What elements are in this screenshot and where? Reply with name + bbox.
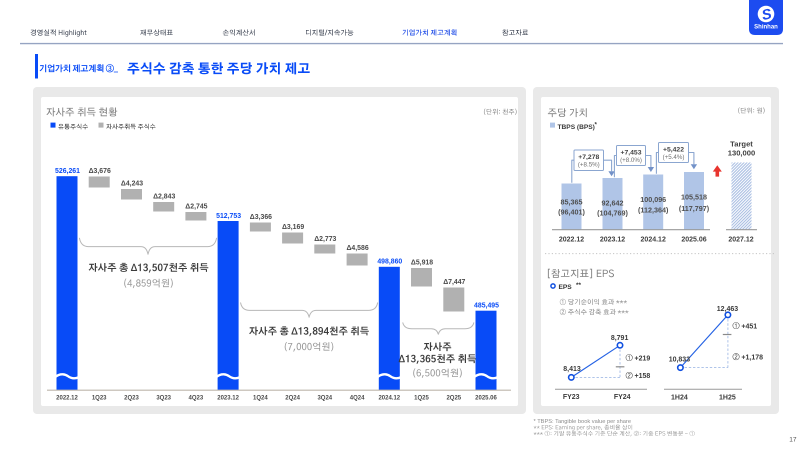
svg-text:12,463: 12,463 [717,306,739,313]
svg-text:130,000: 130,000 [728,149,755,158]
svg-text:(96,401): (96,401) [558,208,585,217]
svg-text:TBPS (BPS): TBPS (BPS) [558,124,595,131]
svg-text:2023.12: 2023.12 [600,237,625,244]
svg-text:+219: +219 [635,355,651,362]
svg-text:2025.06: 2025.06 [681,237,706,244]
svg-text:2024.12: 2024.12 [378,395,400,401]
svg-text:105,518: 105,518 [681,192,707,201]
svg-text:Δ3,676: Δ3,676 [89,168,111,175]
svg-text:526,261: 526,261 [55,168,80,175]
svg-text:(+5.4%): (+5.4%) [663,154,685,161]
svg-text:512,753: 512,753 [216,213,241,220]
svg-text:1H24: 1H24 [671,394,688,401]
svg-text:4Q24: 4Q24 [350,395,365,401]
svg-text:Δ2,773: Δ2,773 [314,236,336,243]
svg-text:FY23: FY23 [563,394,580,401]
svg-text:2022.12: 2022.12 [559,237,584,244]
svg-text:85,365: 85,365 [561,197,583,206]
svg-text:10,833: 10,833 [669,356,691,363]
svg-text:+5,422: +5,422 [663,147,684,154]
svg-text:**: ** [576,282,581,289]
svg-text:8,791: 8,791 [611,335,629,342]
svg-text:2023.12: 2023.12 [217,395,239,401]
svg-text:(+8.5%): (+8.5%) [578,162,600,169]
svg-text:3Q24: 3Q24 [317,395,332,401]
svg-text:498,860: 498,860 [377,259,402,266]
svg-text:Δ4,586: Δ4,586 [346,245,368,252]
svg-text:Δ5,918: Δ5,918 [411,260,433,267]
svg-text:100,096: 100,096 [640,195,666,204]
svg-text:1Q23: 1Q23 [92,395,107,401]
svg-text:(112,364): (112,364) [638,205,669,214]
svg-text:4Q23: 4Q23 [189,395,204,401]
svg-text:8,413: 8,413 [563,366,581,373]
svg-text:1H25: 1H25 [719,394,736,401]
svg-text:Target: Target [730,139,753,148]
svg-text:+1,178: +1,178 [741,354,763,361]
svg-text:EPS: EPS [559,284,573,291]
svg-text:+7,453: +7,453 [621,150,642,157]
svg-text:Δ3,169: Δ3,169 [282,224,304,231]
svg-text:(104,769): (104,769) [597,209,628,218]
svg-text:2Q24: 2Q24 [285,395,300,401]
svg-text:*: * [595,122,598,129]
svg-text:+158: +158 [635,373,651,380]
svg-text:(+8.0%): (+8.0%) [620,157,642,164]
svg-text:+7,278: +7,278 [578,154,599,161]
svg-text:Δ2,745: Δ2,745 [185,204,207,211]
svg-text:Shinhan: Shinhan [754,25,778,31]
svg-text:S: S [760,6,773,24]
svg-text:FY24: FY24 [614,394,631,401]
svg-text:Δ3,366: Δ3,366 [250,214,272,221]
svg-text:17: 17 [789,437,797,444]
svg-text:Δ4,243: Δ4,243 [121,181,143,188]
svg-text:+451: +451 [741,323,757,330]
svg-text:2025.06: 2025.06 [475,395,497,401]
svg-text:Δ7,447: Δ7,447 [443,279,465,286]
svg-text:2024.12: 2024.12 [641,237,666,244]
svg-text:Δ2,843: Δ2,843 [153,194,175,201]
svg-text:1Q24: 1Q24 [253,395,268,401]
svg-text:3Q23: 3Q23 [156,395,171,401]
svg-text:485,495: 485,495 [474,303,499,310]
svg-text:2Q23: 2Q23 [124,395,139,401]
svg-text:2027.12: 2027.12 [728,237,753,244]
svg-text:1Q25: 1Q25 [414,395,429,401]
svg-text:* TBPS: Tangible book value pe: * TBPS: Tangible book value per share [534,419,632,425]
svg-text:(117,797): (117,797) [679,204,710,213]
svg-text:92,642: 92,642 [602,198,624,207]
svg-text:2Q25: 2Q25 [446,395,461,401]
svg-text:2022.12: 2022.12 [56,395,78,401]
